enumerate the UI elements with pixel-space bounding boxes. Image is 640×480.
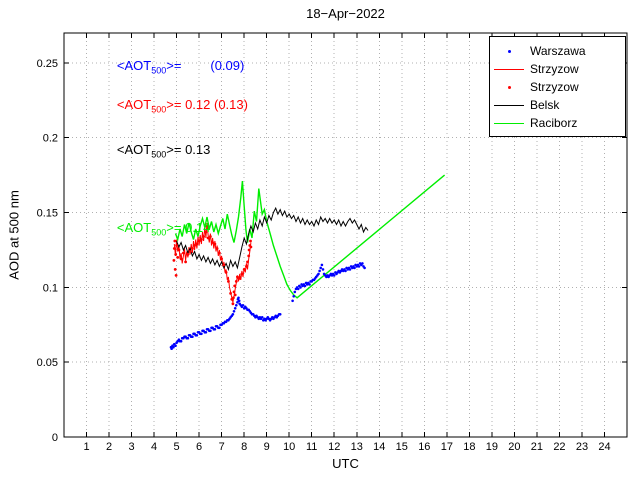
x-tick-label: 12 — [328, 441, 340, 453]
legend-label: Raciborz — [530, 116, 578, 130]
x-tick-label: 22 — [553, 441, 565, 453]
x-tick-label: 5 — [174, 441, 180, 453]
chart-title: 18−Apr−2022 — [306, 6, 385, 21]
legend-label: Strzyzow — [530, 80, 579, 94]
mean-aot-annotation: <AOT500>= 0.12 (0.13) — [116, 96, 248, 115]
legend-label: Warszawa — [530, 44, 586, 58]
x-axis-label: UTC — [332, 456, 359, 471]
legend-label: Strzyzow — [530, 62, 579, 76]
legend: Warszawa Strzyzow Strzyzow Belsk Raciborz — [489, 36, 626, 137]
x-tick-label: 21 — [531, 441, 543, 453]
x-tick-label: 18 — [463, 441, 475, 453]
series-raciborz-line — [174, 174, 446, 299]
legend-entry: Warszawa — [490, 42, 625, 60]
y-tick-label: 0 — [52, 432, 58, 444]
x-tick-label: 8 — [241, 441, 247, 453]
y-tick-label: 0.15 — [37, 208, 58, 220]
x-tick-label: 2 — [106, 441, 112, 453]
x-tick-label: 16 — [418, 441, 430, 453]
x-tick-label: 15 — [396, 441, 408, 453]
x-tick-label: 4 — [151, 441, 157, 453]
x-tick-label: 23 — [576, 441, 588, 453]
x-tick-label: 11 — [306, 441, 317, 453]
legend-line-marker-icon — [490, 122, 528, 124]
y-tick-label: 0.05 — [37, 357, 58, 369]
legend-line-marker-icon — [490, 68, 528, 70]
legend-dot-marker-icon — [490, 49, 528, 53]
legend-entry: Belsk — [490, 96, 625, 114]
x-tick-label: 14 — [373, 441, 385, 453]
series-warszawa-dots — [169, 262, 366, 351]
x-tick-label: 24 — [598, 441, 610, 453]
plot-border — [63, 32, 628, 438]
x-tick-label: 7 — [219, 441, 225, 453]
legend-label: Belsk — [530, 98, 560, 112]
x-tick-label: 10 — [283, 441, 295, 453]
x-tick-label: 13 — [351, 441, 363, 453]
legend-entry: Strzyzow — [490, 60, 625, 78]
mean-aot-annotation: <AOT500>= 0.13 — [116, 141, 211, 160]
legend-dot-marker-icon — [490, 85, 528, 89]
x-tick-label: 9 — [264, 441, 270, 453]
series-belsk-line — [176, 206, 369, 272]
y-tick-label: 0.1 — [43, 282, 58, 294]
y-tick-label: 0.25 — [37, 58, 58, 70]
x-tick-label: 1 — [83, 441, 89, 453]
y-axis-label: AOD at 500 nm — [6, 190, 22, 280]
legend-entry: Strzyzow — [490, 78, 625, 96]
x-tick-label: 3 — [128, 441, 134, 453]
x-tick-label: 6 — [196, 441, 202, 453]
mean-aot-annotation: <AOT500>= (0.09) — [116, 57, 245, 76]
x-tick-label: 19 — [486, 441, 498, 453]
legend-line-marker-icon — [490, 104, 528, 106]
series-strzyzow-dots — [172, 224, 253, 306]
legend-entry: Raciborz — [490, 114, 625, 132]
y-tick-label: 0.2 — [43, 133, 58, 145]
x-tick-label: 20 — [508, 441, 520, 453]
mean-aot-annotation: <AOT500>= 0.14 — [116, 219, 211, 238]
x-tick-label: 17 — [441, 441, 453, 453]
